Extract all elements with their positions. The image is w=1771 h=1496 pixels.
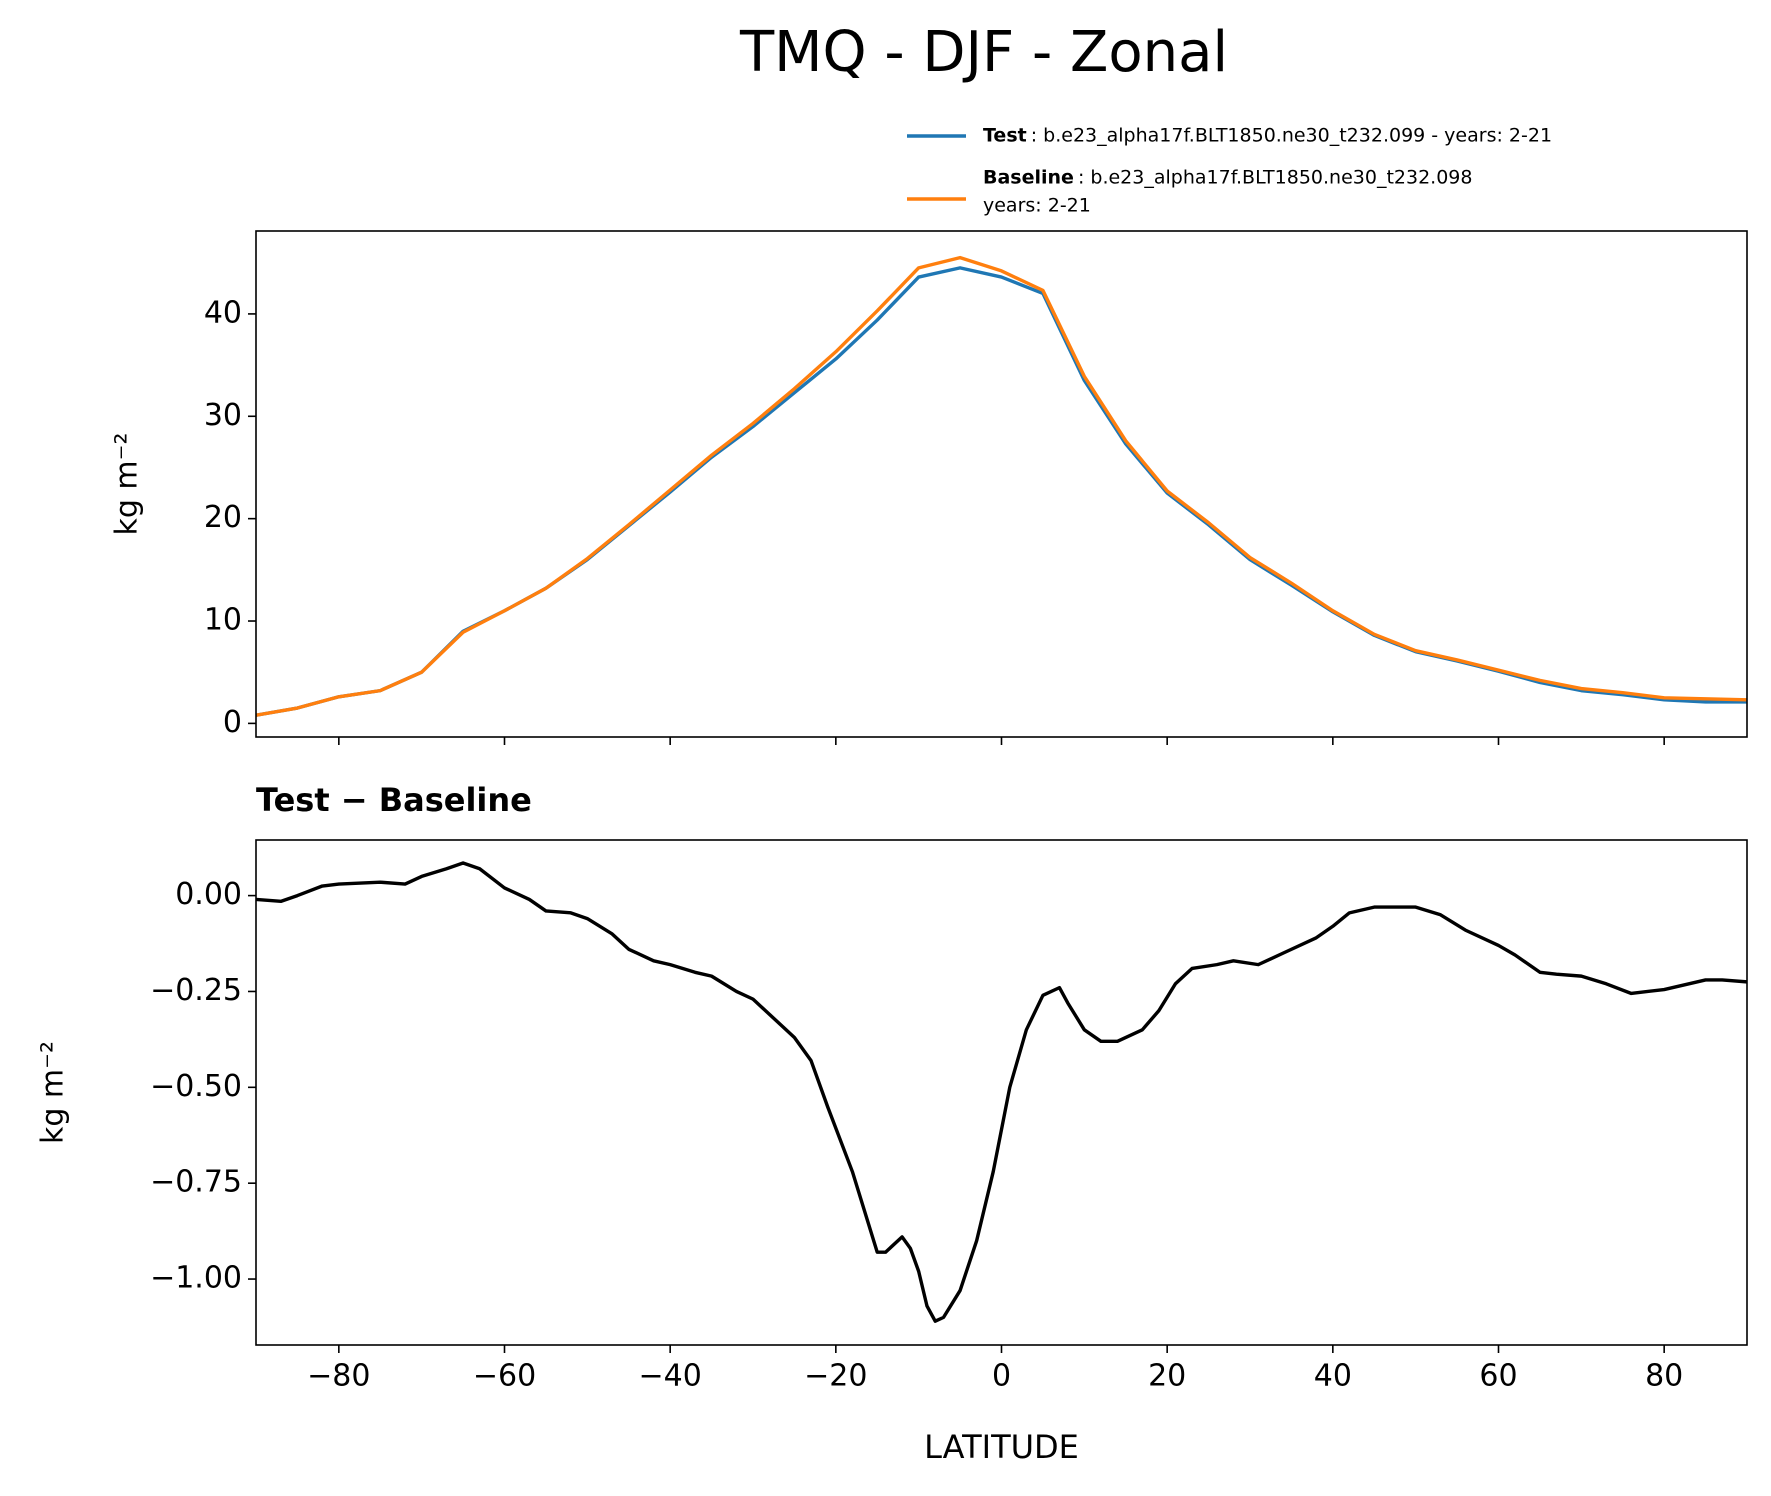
x-tick-label: 40 <box>1314 1359 1352 1394</box>
legend-label: : b.e23_alpha17f.BLT1850.ne30_t232.098 <box>1078 167 1473 189</box>
legend-name: Baseline <box>983 167 1074 189</box>
y-axis-label: kg m⁻² <box>110 432 145 535</box>
y-tick-label: −0.50 <box>150 1069 242 1104</box>
x-tick-label: 80 <box>1645 1359 1683 1394</box>
y-tick-label: −0.75 <box>150 1165 242 1200</box>
y-tick-label: 0.00 <box>175 877 242 912</box>
axes-frame <box>255 230 1748 738</box>
legend-label: years: 2-21 <box>983 195 1091 217</box>
y-tick-label: −1.00 <box>150 1261 242 1296</box>
x-tick-label: 20 <box>1148 1359 1186 1394</box>
panel-title: Test − Baseline <box>256 781 532 819</box>
data-line <box>256 255 1747 717</box>
x-tick-label: −80 <box>307 1359 370 1394</box>
y-tick-label: −0.25 <box>150 973 242 1008</box>
legend-name: Test <box>983 125 1027 147</box>
y-tick-label: 0 <box>223 705 242 740</box>
legend-label: : b.e23_alpha17f.BLT1850.ne30_t232.099 -… <box>1031 125 1552 147</box>
x-tick-label: −40 <box>639 1359 702 1394</box>
x-axis-label: LATITUDE <box>924 1428 1079 1466</box>
y-axis-label: kg m⁻² <box>36 1041 71 1144</box>
x-tick-label: 60 <box>1479 1359 1517 1394</box>
y-tick-label: 10 <box>204 603 242 638</box>
x-tick-label: −20 <box>804 1359 867 1394</box>
axes-frame <box>255 839 1748 1346</box>
x-tick-label: 0 <box>992 1359 1011 1394</box>
data-line <box>256 861 1747 1323</box>
y-tick-label: 30 <box>204 398 242 433</box>
y-tick-label: 20 <box>204 500 242 535</box>
y-tick-label: 40 <box>204 295 242 330</box>
figure-title: TMQ - DJF - Zonal <box>739 20 1228 85</box>
x-tick-label: −60 <box>473 1359 536 1394</box>
